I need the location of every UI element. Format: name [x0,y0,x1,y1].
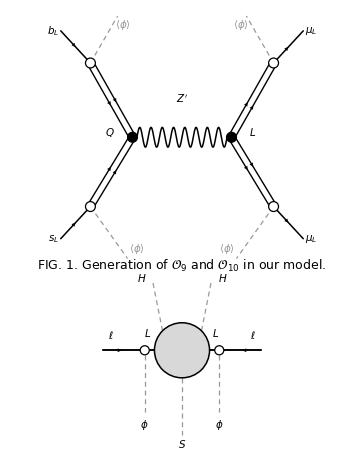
Text: $\ell$: $\ell$ [250,328,256,341]
Text: $Z'$: $Z'$ [176,93,188,105]
Text: $L$: $L$ [249,126,256,138]
Text: $L$: $L$ [145,327,151,339]
Text: FIG. 1. Generation of $\mathcal{O}_9$ and $\mathcal{O}_{10}$ in our model.: FIG. 1. Generation of $\mathcal{O}_9$ an… [37,258,327,274]
Circle shape [127,132,138,142]
Text: $Q$: $Q$ [106,126,115,139]
Text: $b_L$: $b_L$ [47,24,59,38]
Text: $\langle\phi\rangle$: $\langle\phi\rangle$ [218,242,234,256]
Text: $\langle\phi\rangle$: $\langle\phi\rangle$ [233,18,249,32]
Text: $\phi$: $\phi$ [215,418,223,432]
Text: $S$: $S$ [178,438,186,450]
Text: $\phi$: $\phi$ [141,418,149,432]
Text: $H$: $H$ [218,272,227,284]
Text: $\langle\phi\rangle$: $\langle\phi\rangle$ [130,242,146,256]
Circle shape [86,58,95,68]
Circle shape [215,346,224,355]
Text: $\ell$: $\ell$ [108,328,114,341]
Circle shape [226,132,237,142]
Text: $L$: $L$ [213,327,219,339]
Circle shape [154,323,210,378]
Text: $s_L$: $s_L$ [48,233,59,245]
Circle shape [269,58,278,68]
Circle shape [269,202,278,211]
Text: $\mu_L$: $\mu_L$ [305,233,317,245]
Text: $H$: $H$ [137,272,146,284]
Circle shape [140,346,149,355]
Text: $\mu_L$: $\mu_L$ [305,25,317,37]
Text: $\langle\phi\rangle$: $\langle\phi\rangle$ [115,18,131,32]
Circle shape [86,202,95,211]
